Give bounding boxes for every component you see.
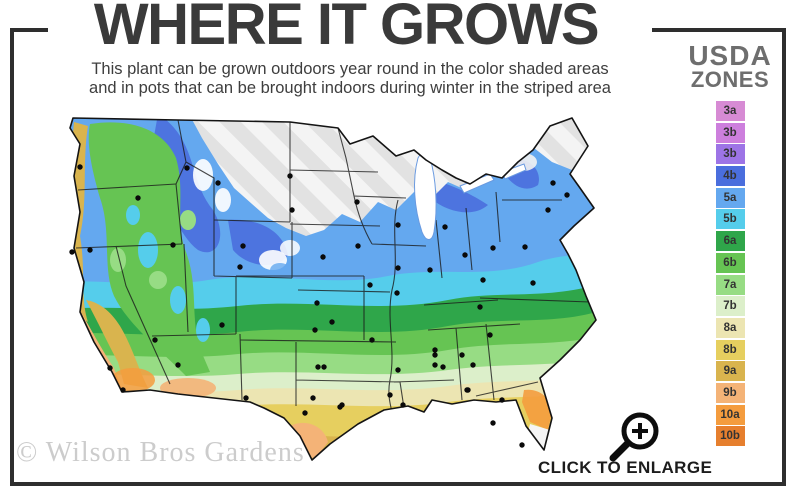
city-dot xyxy=(237,264,243,270)
city-dot xyxy=(289,207,295,213)
city-dot xyxy=(480,277,486,283)
city-dot xyxy=(310,395,316,401)
city-dot xyxy=(477,304,483,310)
zone-shading xyxy=(70,118,596,460)
city-dot xyxy=(369,337,375,343)
city-dot xyxy=(243,395,249,401)
zone-chip-3b: 3b xyxy=(715,122,745,143)
city-dot xyxy=(355,243,361,249)
page-title: WHERE IT GROWS xyxy=(93,0,600,57)
legend-title-usda: USDA xyxy=(688,40,772,71)
city-dot xyxy=(487,332,493,338)
city-dot xyxy=(459,352,465,358)
zone-chip-3b: 3b xyxy=(715,144,745,165)
magnifier-plus-icon[interactable] xyxy=(600,404,666,464)
city-dot xyxy=(400,402,406,408)
city-dot xyxy=(427,267,433,273)
city-dot xyxy=(519,442,525,448)
city-dot xyxy=(462,252,468,258)
us-hardiness-map[interactable] xyxy=(28,100,668,485)
city-dots xyxy=(69,164,570,448)
city-dot xyxy=(339,402,345,408)
city-dot xyxy=(432,347,438,353)
zone-chip-9a: 9a xyxy=(715,361,745,382)
city-dot xyxy=(152,337,158,343)
city-dot xyxy=(120,387,126,393)
city-dot xyxy=(442,224,448,230)
city-dot xyxy=(321,364,327,370)
city-dot xyxy=(432,362,438,368)
city-dot xyxy=(69,249,75,255)
city-dot xyxy=(312,327,318,333)
frame-border xyxy=(10,28,48,32)
city-dot xyxy=(354,199,360,205)
subtitle: This plant can be grown outdoors year ro… xyxy=(40,60,660,98)
city-dot xyxy=(550,180,556,186)
city-dot xyxy=(530,280,536,286)
city-dot xyxy=(395,367,401,373)
zone-chip-8a: 8a xyxy=(715,317,745,338)
usda-zones-legend: USDA ZONES 3a 3b 3b 4b 5a 5b 6a 6b 7a 7b 8a 8b 9a 9b 1… xyxy=(674,42,786,448)
zone-chip-list: 3a 3b 3b 4b 5a 5b 6a 6b 7a 7b 8a 8b 9a 9b 10a 10b xyxy=(674,101,786,447)
click-to-enlarge-button[interactable]: CLICK TO ENLARGE xyxy=(538,458,713,477)
city-dot xyxy=(395,222,401,228)
city-dot xyxy=(499,397,505,403)
watermark: © Wilson Bros Gardens xyxy=(16,437,305,468)
zone-chip-4b: 4b xyxy=(715,166,745,187)
city-dot xyxy=(490,420,496,426)
city-dot xyxy=(215,180,221,186)
zone-chip-7a: 7a xyxy=(715,274,745,295)
frame-border xyxy=(10,482,786,486)
city-dot xyxy=(440,364,446,370)
city-dot xyxy=(77,164,83,170)
city-dot xyxy=(240,243,246,249)
city-dot xyxy=(470,362,476,368)
subtitle-line-1: This plant can be grown outdoors year ro… xyxy=(91,60,609,78)
city-dot xyxy=(287,173,293,179)
city-dot xyxy=(367,282,373,288)
zone-chip-9b: 9b xyxy=(715,382,745,403)
zone-chip-5a: 5a xyxy=(715,187,745,208)
city-dot xyxy=(175,362,181,368)
us-outline xyxy=(69,117,597,461)
city-dot xyxy=(87,247,93,253)
zone-map[interactable] xyxy=(28,100,668,485)
frame-border xyxy=(652,28,786,32)
city-dot xyxy=(564,192,570,198)
city-dot xyxy=(387,392,393,398)
city-dot xyxy=(314,300,320,306)
zone-chip-10b: 10b xyxy=(715,426,745,447)
zone-chip-6a: 6a xyxy=(715,231,745,252)
legend-title-zones: ZONES xyxy=(690,67,770,92)
city-dot xyxy=(315,364,321,370)
zone-chip-8b: 8b xyxy=(715,339,745,360)
city-dot xyxy=(522,244,528,250)
zone-chip-7b: 7b xyxy=(715,296,745,317)
city-dot xyxy=(432,352,438,358)
city-dot xyxy=(302,410,308,416)
city-dot xyxy=(320,254,326,260)
city-dot xyxy=(219,322,225,328)
city-dot xyxy=(490,245,496,251)
zone-chip-10a: 10a xyxy=(715,404,745,425)
frame-border xyxy=(782,28,786,486)
city-dot xyxy=(184,165,190,171)
city-dot xyxy=(107,365,113,371)
zone-chip-3a: 3a xyxy=(715,101,745,121)
city-dot xyxy=(135,195,141,201)
city-dot xyxy=(464,387,470,393)
city-dot xyxy=(545,207,551,213)
city-dot xyxy=(170,242,176,248)
subtitle-line-2: and in pots that can be brought indoors … xyxy=(89,79,611,97)
city-dot xyxy=(394,290,400,296)
frame-border xyxy=(10,28,14,486)
zone-chip-5b: 5b xyxy=(715,209,745,230)
city-dot xyxy=(329,319,335,325)
zone-chip-6b: 6b xyxy=(715,252,745,273)
city-dot xyxy=(395,265,401,271)
